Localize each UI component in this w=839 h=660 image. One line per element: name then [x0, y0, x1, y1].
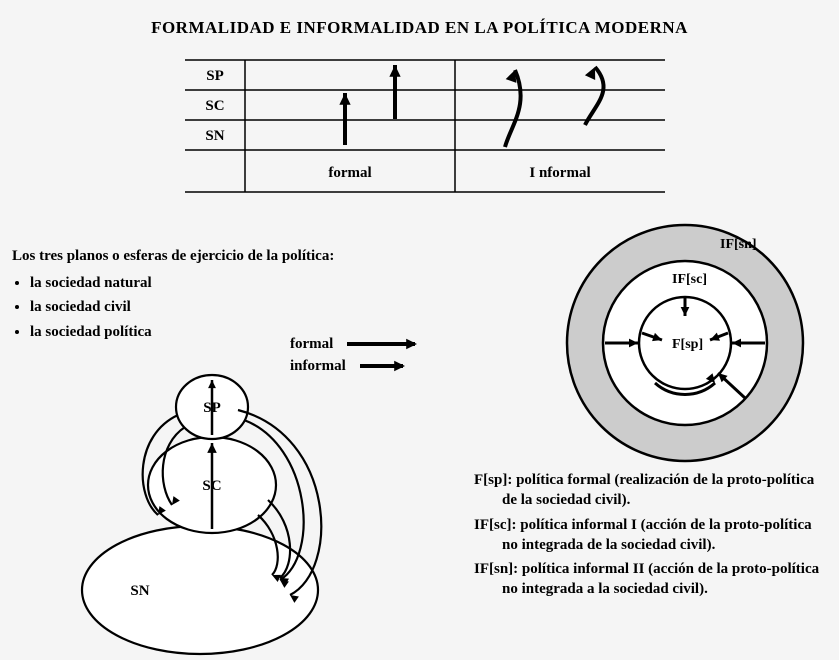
intro-list: la sociedad natural la sociedad civil la…	[12, 272, 334, 344]
svg-text:IF[sn]: IF[sn]	[720, 237, 757, 252]
intro-text: Los tres planos o esferas de ejercicio d…	[12, 245, 334, 345]
svg-text:formal: formal	[328, 165, 371, 181]
intro-item: la sociedad natural	[30, 272, 334, 295]
intro-item: la sociedad civil	[30, 296, 334, 319]
intro-item: la sociedad política	[30, 321, 334, 344]
legend-formal-label: formal	[290, 336, 333, 353]
svg-text:IF[sc]: IF[sc]	[672, 272, 707, 287]
page-title: FORMALIDAD E INFORMALIDAD EN LA POLÍTICA…	[0, 18, 839, 38]
legend-informal-arrow-icon	[358, 357, 438, 375]
definition-ifsc: IF[sc]: política informal I (acción de l…	[450, 515, 820, 556]
intro-heading: Los tres planos o esferas de ejercicio d…	[12, 245, 334, 268]
svg-text:SC: SC	[205, 98, 224, 114]
definition-ifsn: IF[sn]: política informal II (acción de …	[450, 559, 820, 600]
stacked-ellipses-diagram: SPSCSN	[40, 365, 360, 660]
svg-text:SN: SN	[130, 583, 149, 599]
svg-text:F[sp]: F[sp]	[672, 337, 703, 352]
definition-fsp: F[sp]: política formal (realización de l…	[450, 470, 820, 511]
concentric-diagram: IF[sn] IF[sc] F[sp]	[560, 218, 810, 468]
definitions-block: F[sp]: política formal (realización de l…	[450, 470, 820, 604]
svg-text:SN: SN	[205, 128, 224, 144]
formality-table-diagram: SP SC SN formal I nformal	[185, 55, 665, 230]
svg-text:SP: SP	[206, 68, 224, 84]
svg-text:I nformal: I nformal	[529, 165, 590, 181]
legend-formal-arrow-icon	[345, 335, 425, 353]
